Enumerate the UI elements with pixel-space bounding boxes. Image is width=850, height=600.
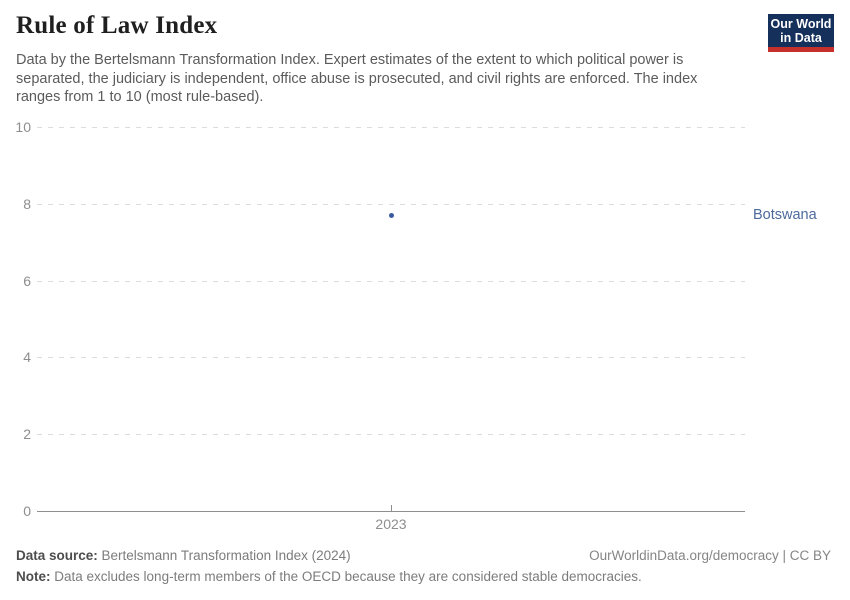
x-axis-tick-label: 2023 (375, 516, 407, 532)
x-axis-tick (391, 505, 392, 511)
owid-logo-line2: in Data (780, 30, 822, 45)
footnote-label: Note: (16, 569, 51, 584)
footnote-text: Data excludes long-term members of the O… (50, 569, 642, 584)
data-point-botswana[interactable] (388, 212, 394, 218)
y-axis-tick-label: 6 (23, 272, 31, 289)
y-axis-tick-label: 2 (23, 426, 31, 443)
x-axis-line (37, 511, 745, 512)
y-axis-tick-label: 4 (23, 349, 31, 366)
owid-logo-line1: Our World (770, 16, 832, 31)
data-source-label: Data source: (16, 548, 98, 563)
attribution-link[interactable]: OurWorldinData.org/democracy | CC BY (589, 548, 831, 563)
y-axis-tick-label: 10 (15, 119, 31, 135)
entity-label-botswana[interactable]: Botswana (753, 207, 817, 224)
y-axis-tick-label: 8 (23, 195, 31, 212)
chart-subtitle: Data by the Bertelsmann Transformation I… (16, 52, 698, 105)
owid-logo[interactable]: Our World in Data (768, 14, 834, 52)
gridline (37, 357, 745, 359)
gridline (37, 434, 745, 436)
data-source-text: Bertelsmann Transformation Index (2024) (97, 548, 351, 563)
gridline (37, 280, 745, 282)
gridline (37, 203, 745, 205)
gridline (37, 127, 745, 128)
page-title: Rule of Law Index (16, 12, 218, 39)
y-axis-tick-label: 0 (23, 503, 31, 519)
footnote: Note: Data excludes long-term members of… (16, 569, 831, 584)
data-source-note: Data source: Bertelsmann Transformation … (16, 548, 351, 563)
